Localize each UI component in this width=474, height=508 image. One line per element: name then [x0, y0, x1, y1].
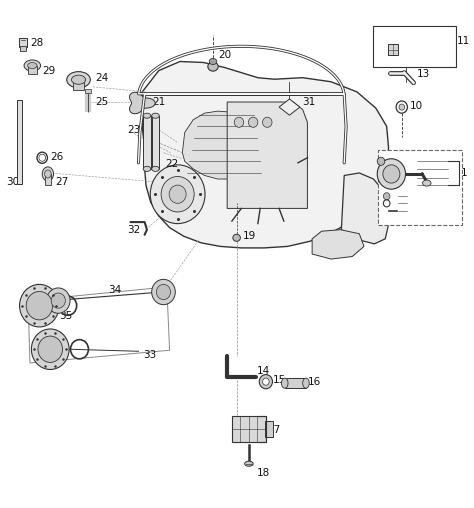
Text: 19: 19: [243, 231, 256, 241]
Bar: [28, 66, 36, 74]
Polygon shape: [142, 61, 389, 248]
Circle shape: [152, 279, 175, 305]
Text: 9: 9: [450, 157, 456, 167]
Text: 5: 5: [450, 180, 456, 190]
Ellipse shape: [209, 58, 217, 65]
Ellipse shape: [143, 113, 151, 118]
Text: 8: 8: [393, 206, 400, 216]
Ellipse shape: [67, 72, 91, 88]
Circle shape: [263, 117, 272, 128]
Bar: [17, 101, 22, 184]
Circle shape: [377, 157, 385, 165]
Circle shape: [156, 284, 171, 300]
Text: 4: 4: [450, 173, 456, 183]
Text: 18: 18: [257, 468, 270, 478]
Circle shape: [377, 159, 406, 189]
Circle shape: [150, 165, 205, 224]
Text: 29: 29: [42, 66, 55, 76]
Polygon shape: [312, 230, 364, 259]
Circle shape: [161, 176, 194, 212]
Ellipse shape: [208, 62, 218, 71]
Ellipse shape: [42, 167, 54, 181]
Circle shape: [169, 185, 186, 203]
Text: 15: 15: [273, 374, 286, 385]
Circle shape: [399, 104, 405, 110]
Circle shape: [46, 288, 70, 313]
Ellipse shape: [422, 180, 431, 186]
Circle shape: [51, 293, 65, 308]
Text: 11: 11: [456, 36, 470, 46]
Text: 21: 21: [153, 97, 166, 107]
Text: 23: 23: [127, 125, 140, 135]
Bar: [378, 150, 462, 225]
Text: 32: 32: [127, 225, 140, 235]
Text: 13: 13: [417, 69, 430, 79]
Circle shape: [234, 117, 244, 128]
Ellipse shape: [45, 170, 51, 178]
Text: 6: 6: [393, 190, 400, 201]
Polygon shape: [129, 92, 155, 114]
Ellipse shape: [72, 75, 86, 84]
Bar: [20, 46, 26, 51]
Circle shape: [19, 284, 59, 327]
Circle shape: [26, 292, 53, 320]
Bar: [232, 416, 266, 442]
Circle shape: [248, 117, 258, 128]
Polygon shape: [341, 173, 389, 244]
Circle shape: [38, 336, 63, 362]
Bar: [45, 174, 51, 185]
Bar: [18, 38, 27, 47]
Text: 10: 10: [410, 101, 422, 111]
Bar: [152, 116, 159, 169]
Ellipse shape: [282, 378, 288, 388]
Text: 7: 7: [393, 198, 400, 208]
Text: 27: 27: [55, 177, 69, 187]
Text: 26: 26: [50, 152, 63, 162]
Ellipse shape: [24, 60, 41, 71]
Bar: [388, 44, 398, 55]
Bar: [374, 26, 456, 67]
Bar: [73, 80, 84, 90]
Text: 25: 25: [95, 97, 109, 107]
Circle shape: [383, 193, 390, 200]
Circle shape: [263, 378, 269, 385]
Circle shape: [31, 329, 69, 369]
Circle shape: [383, 165, 400, 183]
Text: 16: 16: [308, 376, 320, 387]
Text: 31: 31: [302, 97, 315, 107]
Ellipse shape: [27, 62, 37, 69]
Polygon shape: [182, 111, 265, 179]
Ellipse shape: [152, 166, 159, 171]
Ellipse shape: [233, 234, 240, 241]
Bar: [285, 378, 306, 388]
Ellipse shape: [143, 166, 151, 171]
Bar: [143, 116, 151, 169]
Ellipse shape: [152, 113, 159, 118]
Text: 28: 28: [30, 38, 43, 48]
Text: 20: 20: [219, 50, 232, 60]
Text: 14: 14: [256, 366, 270, 375]
Text: 3: 3: [450, 165, 456, 175]
Ellipse shape: [303, 378, 310, 388]
Text: 12: 12: [401, 41, 414, 51]
Text: 1: 1: [461, 168, 467, 178]
Bar: [265, 421, 273, 437]
Polygon shape: [227, 102, 308, 208]
Polygon shape: [279, 99, 300, 115]
Text: 34: 34: [108, 285, 121, 296]
Text: 24: 24: [95, 73, 109, 83]
Circle shape: [259, 374, 273, 389]
Ellipse shape: [39, 154, 46, 162]
Text: 35: 35: [59, 311, 73, 321]
Text: 33: 33: [143, 351, 156, 360]
Text: 17: 17: [268, 425, 281, 435]
Bar: [85, 89, 91, 93]
Ellipse shape: [245, 461, 253, 466]
Text: 2: 2: [381, 155, 388, 165]
Text: 22: 22: [165, 159, 178, 169]
Text: 30: 30: [6, 177, 19, 187]
